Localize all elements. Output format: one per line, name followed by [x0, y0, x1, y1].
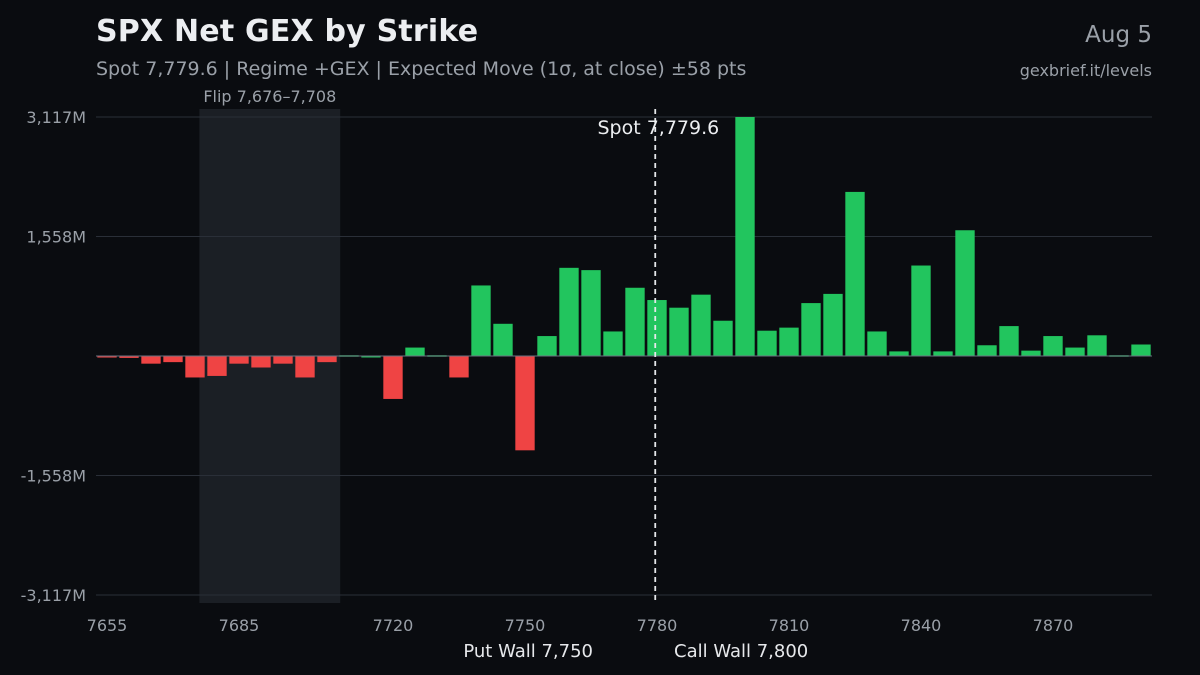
bar-7690 [251, 356, 271, 368]
x-tick-label: 7655 [87, 616, 128, 635]
bar-7675 [185, 356, 205, 378]
bar-7715 [361, 356, 381, 358]
bar-7845 [933, 351, 953, 356]
x-tick-label: 7720 [373, 616, 414, 635]
bar-7800 [735, 117, 755, 356]
bar-7790 [691, 294, 711, 356]
bar-7720 [383, 356, 403, 399]
bar-7705 [317, 356, 337, 363]
bar-7655 [97, 356, 117, 358]
x-tick-label: 7750 [505, 616, 546, 635]
bar-7835 [889, 351, 909, 356]
bar-7890 [1131, 344, 1151, 356]
bar-7875 [1065, 347, 1085, 356]
bar-7750 [515, 356, 535, 451]
bar-7880 [1087, 335, 1107, 356]
bar-7810 [779, 327, 799, 356]
bar-7780 [647, 300, 667, 356]
y-tick-label: 1,558M [26, 228, 86, 247]
bar-7745 [493, 323, 513, 356]
x-tick-label: 7810 [769, 616, 810, 635]
flip-zone-label: Flip 7,676–7,708 [203, 87, 336, 106]
bar-7660 [119, 356, 139, 358]
bar-7735 [449, 356, 469, 378]
bar-7680 [207, 356, 227, 376]
chart-title: SPX Net GEX by Strike [96, 14, 479, 49]
bar-7700 [295, 356, 315, 378]
bar-7870 [1043, 336, 1063, 356]
y-tick-label: -3,117M [21, 586, 86, 605]
bar-7850 [955, 230, 975, 356]
bar-7685 [229, 356, 249, 364]
bar-7740 [471, 285, 491, 356]
bar-7765 [581, 270, 601, 356]
bar-7760 [559, 267, 579, 356]
bar-7805 [757, 330, 777, 356]
bar-7865 [1021, 350, 1041, 356]
bar-7755 [537, 336, 557, 356]
bar-7665 [141, 356, 161, 364]
site-label: gexbrief.it/levels [1019, 61, 1152, 80]
x-tick-label: 7780 [637, 616, 678, 635]
bar-7785 [669, 307, 689, 356]
x-tick-label: 7870 [1033, 616, 1074, 635]
x-tick-label: 7840 [901, 616, 942, 635]
bar-7815 [801, 303, 821, 356]
bar-7840 [911, 265, 931, 356]
bar-7775 [625, 287, 645, 356]
call-wall-label: Call Wall 7,800 [674, 641, 808, 662]
bar-7830 [867, 331, 887, 356]
bar-7695 [273, 356, 293, 364]
bar-7825 [845, 191, 865, 356]
bar-7860 [999, 326, 1019, 356]
y-tick-label: -1,558M [21, 466, 86, 485]
bar-7725 [405, 347, 425, 356]
bar-7670 [163, 356, 183, 363]
chart-subtitle: Spot 7,779.6 | Regime +GEX | Expected Mo… [96, 58, 747, 80]
put-wall-label: Put Wall 7,750 [463, 641, 593, 662]
spot-label: Spot 7,779.6 [597, 117, 719, 139]
y-tick-label: 3,117M [26, 108, 86, 127]
bar-7855 [977, 345, 997, 356]
bar-7795 [713, 320, 733, 356]
bar-7770 [603, 331, 623, 356]
date-label: Aug 5 [1085, 22, 1152, 48]
bar-7820 [823, 293, 843, 356]
x-tick-label: 7685 [219, 616, 260, 635]
